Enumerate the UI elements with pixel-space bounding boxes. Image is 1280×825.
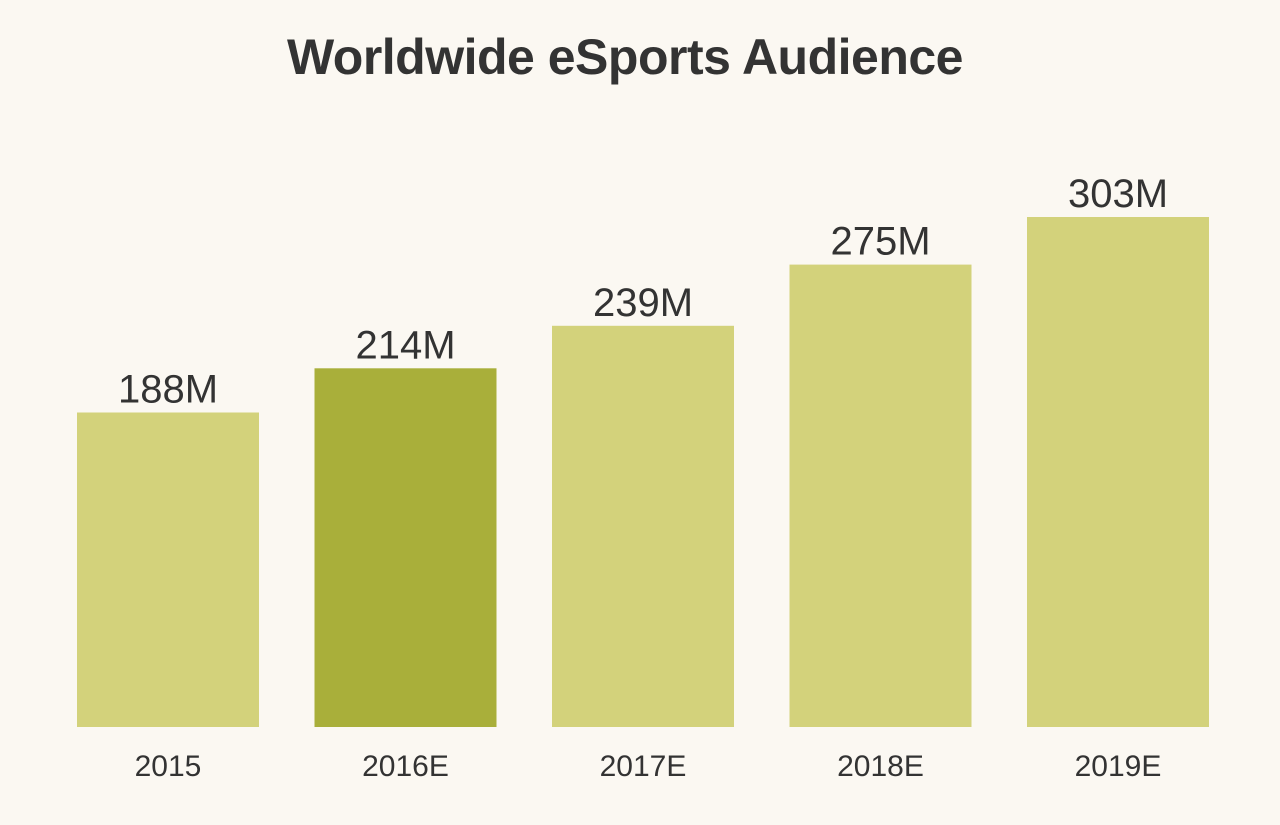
value-label: 275M xyxy=(830,220,930,264)
bars-group xyxy=(77,217,1209,727)
category-label: 2019E xyxy=(1075,750,1162,783)
bar-2019e xyxy=(1027,217,1209,727)
value-label: 214M xyxy=(355,323,455,367)
category-labels-group: 2015 2016E 2017E 2018E 2019E xyxy=(135,750,1162,783)
category-label: 2017E xyxy=(600,750,687,783)
bar-2018e xyxy=(789,264,972,727)
bar-2016e xyxy=(314,368,497,727)
category-label: 2018E xyxy=(837,750,924,783)
value-label: 303M xyxy=(1068,172,1168,216)
value-label: 188M xyxy=(118,368,218,412)
category-label: 2015 xyxy=(135,750,202,783)
bar-2015 xyxy=(77,412,259,727)
chart-title: Worldwide eSports Audience xyxy=(287,29,964,85)
value-label: 239M xyxy=(593,281,693,325)
bar-2017e xyxy=(552,325,734,727)
category-label: 2016E xyxy=(362,750,449,783)
value-labels-group: 188M 214M 239M 275M 303M xyxy=(118,172,1168,412)
